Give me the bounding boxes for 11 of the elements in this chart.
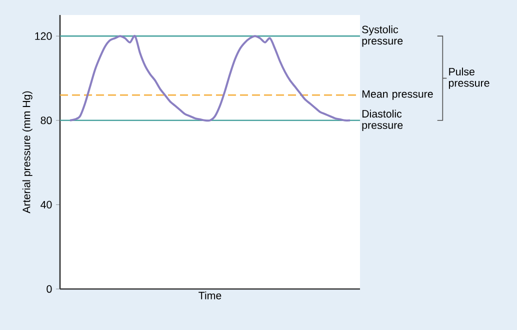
ref-line-label: Systolic pressure (362, 25, 403, 47)
text: Pulse pressure (448, 68, 490, 89)
y-tick-label: 40 (40, 200, 52, 208)
ref-line-label: Diastolic pressure (362, 110, 403, 132)
x-axis-title: Time (198, 291, 222, 300)
y-axis-title: Arterial pressure (mm Hg) (22, 91, 32, 214)
y-tick-label: 80 (40, 116, 52, 124)
y-tick-label: 120 (35, 32, 52, 40)
y-tick-label: 0 (46, 285, 52, 293)
line-series (69, 35, 352, 122)
ref-line-label: Mean pressure (362, 90, 433, 100)
